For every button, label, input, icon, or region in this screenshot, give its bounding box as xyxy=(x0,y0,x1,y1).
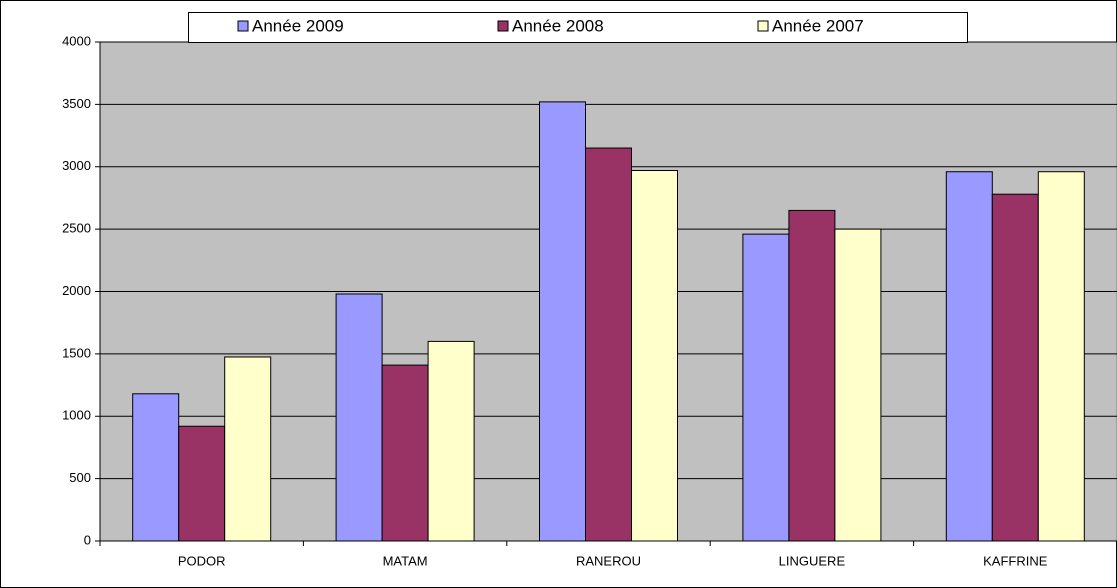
legend-label: Année 2008 xyxy=(512,16,604,35)
x-tick-label: RANEROU xyxy=(576,553,641,568)
y-tick-label: 2500 xyxy=(62,221,91,236)
bar xyxy=(539,101,586,542)
y-tick-label: 4000 xyxy=(62,33,91,48)
x-tick-label: LINGUERE xyxy=(779,553,846,568)
bar xyxy=(945,171,993,542)
bar xyxy=(381,364,429,542)
legend-label: Année 2007 xyxy=(772,16,864,35)
bar xyxy=(742,233,790,542)
bar xyxy=(991,193,1039,542)
x-tick-label: MATAM xyxy=(383,553,428,568)
bar xyxy=(132,393,180,542)
legend-label: Année 2009 xyxy=(252,16,344,35)
bar xyxy=(335,293,383,542)
x-tick-label: KAFFRINE xyxy=(983,553,1048,568)
y-tick-label: 1000 xyxy=(62,408,91,423)
y-tick-label: 3500 xyxy=(62,96,91,111)
legend xyxy=(188,12,968,43)
bar xyxy=(427,340,475,542)
legend-swatch xyxy=(237,20,249,32)
y-tick-label: 500 xyxy=(69,470,91,485)
bar xyxy=(224,356,272,542)
bar xyxy=(1037,171,1085,542)
y-tick-label: 3000 xyxy=(62,158,91,173)
legend-swatch xyxy=(757,20,769,32)
y-tick-label: 1500 xyxy=(62,345,91,360)
bar xyxy=(834,228,882,542)
x-tick-label: PODOR xyxy=(178,553,226,568)
bar xyxy=(788,209,836,542)
bar xyxy=(585,147,632,542)
bar xyxy=(631,169,678,542)
bar xyxy=(178,425,226,542)
y-tick-label: 0 xyxy=(84,532,91,547)
legend-swatch xyxy=(497,20,509,32)
y-tick-label: 2000 xyxy=(62,283,91,298)
